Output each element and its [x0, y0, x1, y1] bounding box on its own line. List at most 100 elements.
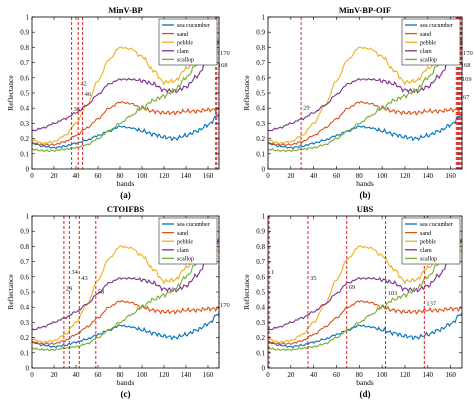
legend-entry: sand	[420, 231, 431, 237]
panel-label: (d)	[360, 389, 371, 399]
x-axis-label: bands	[117, 378, 135, 387]
x-tick-label: 40	[310, 172, 318, 180]
chart-panel-b: 29 167 168 169 170 0 20 40 60 80 100 120 140 160 0 0.1 0…	[242, 5, 473, 200]
legend-entry: sand	[177, 32, 188, 38]
y-tick-label: 0.3	[20, 120, 29, 128]
band-label-46: 46	[85, 91, 92, 98]
y-tick-label: 0.1	[256, 349, 265, 357]
legend-entry: sand	[420, 32, 431, 38]
y-tick-label: 0.2	[256, 135, 265, 143]
band-label-35: 35	[310, 275, 317, 282]
band-label-137: 137	[426, 301, 437, 308]
y-tick-label: 0.4	[20, 304, 29, 312]
series-line-clam	[267, 239, 463, 331]
y-tick-label: 0.5	[20, 289, 29, 297]
y-tick-label: 0	[26, 365, 30, 373]
legend-entry: clam	[420, 248, 432, 254]
x-tick-label: 80	[117, 371, 125, 379]
band-label-1: 1	[271, 269, 274, 276]
chart-title: UBS	[357, 204, 374, 214]
series-line-scallop	[31, 238, 220, 352]
x-tick-label: 120	[159, 371, 170, 379]
legend: sea cucumber sand pebble clam scallop	[401, 18, 461, 66]
series-line-pebble	[31, 245, 220, 344]
series-line-pebble	[267, 46, 463, 145]
y-tick-label: 0.9	[256, 29, 265, 37]
x-tick-label: 140	[181, 371, 192, 379]
x-tick-label: 60	[95, 371, 103, 379]
y-axis-label: Reflectance	[6, 75, 15, 111]
band-label-36: 36	[74, 106, 81, 113]
y-tick-label: 0.6	[256, 74, 265, 82]
legend-entry: sea cucumber	[177, 222, 210, 228]
x-tick-label: 20	[287, 371, 295, 379]
legend-entry: clam	[420, 49, 432, 55]
band-label-103: 103	[388, 290, 398, 297]
panel-label: (c)	[121, 389, 131, 399]
y-tick-label: 0.6	[20, 74, 29, 82]
y-tick-label: 0.1	[20, 349, 29, 357]
x-tick-label: 100	[377, 371, 388, 379]
y-tick-label: 0.9	[20, 228, 29, 236]
x-tick-label: 60	[333, 371, 341, 379]
y-tick-label: 0.8	[20, 243, 29, 251]
chart-title: CTOIFBS	[107, 204, 144, 214]
x-tick-label: 100	[377, 172, 388, 180]
y-tick-label: 0.4	[256, 304, 265, 312]
x-tick-label: 80	[356, 172, 364, 180]
series-line-sea-cucumber	[267, 312, 463, 349]
band-label-170: 170	[220, 50, 230, 57]
y-tick-label: 0	[262, 365, 266, 373]
x-tick-label: 100	[137, 172, 148, 180]
legend-entry: clam	[177, 49, 189, 55]
y-axis-label: Reflectance	[242, 274, 251, 310]
x-axis-label: bands	[356, 179, 374, 188]
x-tick-label: 120	[400, 371, 411, 379]
x-tick-label: 160	[445, 371, 456, 379]
legend: sea cucumber sand pebble clam scallop	[158, 217, 218, 265]
x-tick-label: 140	[181, 172, 192, 180]
x-tick-label: 160	[203, 172, 214, 180]
y-tick-label: 0.7	[20, 258, 29, 266]
series-line-sea-cucumber	[31, 113, 220, 150]
band-label-168: 168	[218, 62, 228, 69]
x-tick-label: 40	[310, 371, 318, 379]
y-tick-label: 1	[262, 213, 266, 221]
y-tick-label: 0.8	[256, 243, 265, 251]
series-line-sand	[31, 299, 220, 346]
y-tick-label: 0.2	[20, 334, 29, 342]
legend-entry: scallop	[177, 58, 194, 64]
legend-entry: pebble	[420, 239, 436, 245]
x-tick-label: 40	[73, 172, 81, 180]
series-line-sea-cucumber	[31, 312, 220, 349]
y-tick-label: 0.3	[256, 120, 265, 128]
y-tick-label: 0.7	[20, 59, 29, 67]
y-tick-label: 0.2	[20, 135, 29, 143]
x-axis-label: bands	[356, 378, 374, 387]
y-tick-label: 0	[26, 166, 30, 174]
legend: sea cucumber sand pebble clam scallop	[158, 18, 218, 66]
band-label-42: 42	[80, 80, 87, 87]
legend-entry: pebble	[420, 40, 436, 46]
series-line-sand	[267, 100, 463, 147]
chart-panel-c: 2934435817002040608010012014016000.10.20…	[6, 204, 230, 399]
x-tick-label: 100	[137, 371, 148, 379]
y-tick-label: 0.1	[256, 150, 265, 158]
y-tick-label: 0.3	[20, 319, 29, 327]
panel-label: (a)	[120, 190, 131, 200]
x-tick-label: 160	[203, 371, 214, 379]
y-tick-label: 0.5	[20, 90, 29, 98]
x-tick-label: 120	[400, 172, 411, 180]
x-tick-label: 140	[423, 172, 434, 180]
series-line-scallop	[31, 39, 220, 153]
panel-label: (b)	[360, 190, 371, 200]
y-tick-label: 1	[26, 213, 30, 221]
legend-entry: sand	[177, 231, 188, 237]
chart-title: MinV-BP-OIF	[339, 5, 391, 15]
legend-entry: scallop	[420, 257, 437, 263]
x-tick-label: 80	[117, 172, 125, 180]
series-line-clam	[267, 40, 463, 132]
x-axis-label: bands	[117, 179, 135, 188]
legend-entry: sea cucumber	[420, 222, 453, 228]
y-tick-label: 0.5	[256, 289, 265, 297]
